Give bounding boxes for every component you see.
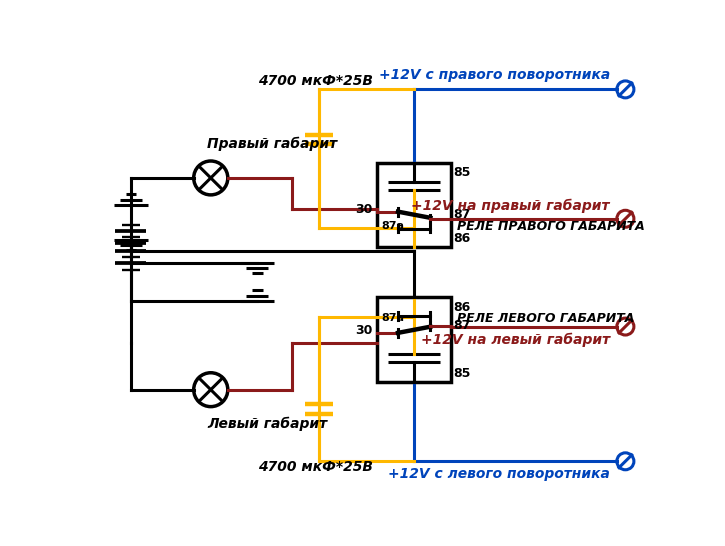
Bar xyxy=(378,163,451,247)
Text: +12V с правого поворотника: +12V с правого поворотника xyxy=(378,68,610,82)
Text: 30: 30 xyxy=(356,203,373,216)
Text: РЕЛЕ ПРАВОГО ГАБАРИТА: РЕЛЕ ПРАВОГО ГАБАРИТА xyxy=(457,219,645,233)
Text: +12V на правый габарит: +12V на правый габарит xyxy=(411,198,610,212)
Text: 87a: 87a xyxy=(381,221,405,232)
Text: РЕЛЕ ЛЕВОГО ГАБАРИТА: РЕЛЕ ЛЕВОГО ГАБАРИТА xyxy=(457,312,634,325)
Text: 86: 86 xyxy=(453,301,471,314)
Text: 4700 мкФ*25В: 4700 мкФ*25В xyxy=(258,74,373,88)
Bar xyxy=(378,297,451,382)
Text: 4700 мкФ*25В: 4700 мкФ*25В xyxy=(258,460,373,474)
Text: 86: 86 xyxy=(453,232,471,245)
Text: 87: 87 xyxy=(453,319,471,333)
Text: 87: 87 xyxy=(453,208,471,221)
Text: 87a: 87a xyxy=(381,313,405,323)
Text: 85: 85 xyxy=(453,367,471,379)
Text: Правый габарит: Правый габарит xyxy=(207,136,337,151)
Text: +12V с левого поворотника: +12V с левого поворотника xyxy=(388,467,610,482)
Text: Левый габарит: Левый габарит xyxy=(207,417,327,431)
Text: 30: 30 xyxy=(356,324,373,337)
Text: +12V на левый габарит: +12V на левый габарит xyxy=(420,333,610,347)
Text: 85: 85 xyxy=(453,167,471,180)
